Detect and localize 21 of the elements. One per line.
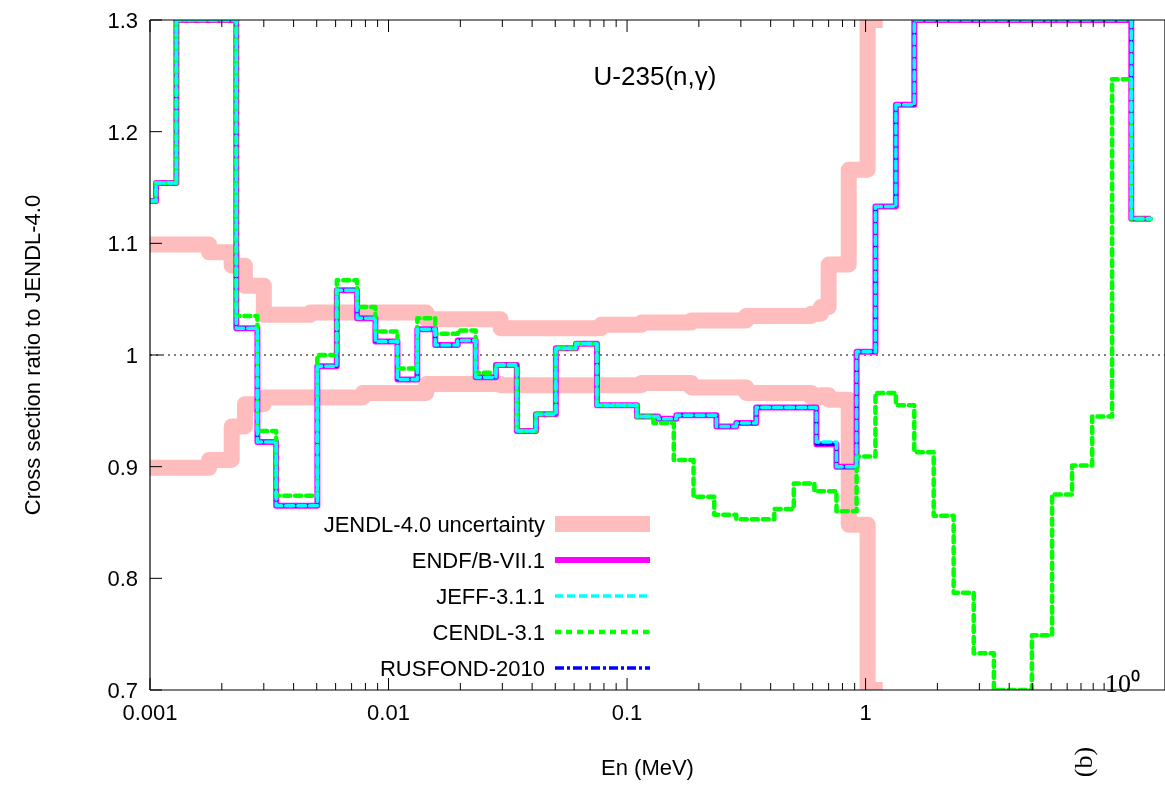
y-tick-label: 1: [125, 343, 138, 368]
legend-label: JENDL-4.0 uncertainty: [323, 512, 545, 537]
x-tick-label: 0.01: [367, 700, 410, 725]
y-tick-label: 1.1: [107, 231, 138, 257]
legend-label: JEFF-3.1.1: [436, 584, 545, 609]
annotation: 10⁰: [1105, 669, 1140, 698]
legend-label: ENDF/B-VII.1: [411, 548, 545, 573]
y-tick-label: 0.7: [107, 678, 138, 703]
y-tick-label: 1.3: [107, 8, 138, 33]
x-axis-title: En (MeV): [601, 755, 694, 780]
y-tick-label: 1.2: [107, 119, 138, 145]
y-tick-label: 0.9: [107, 454, 138, 480]
text: U-235(n,γ): [593, 61, 717, 91]
y-axis-title: Cross section ratio to JENDL-4.0: [20, 194, 45, 516]
legend-label: RUSFOND-2010: [379, 656, 545, 681]
legend-label: CENDL-3.1: [432, 620, 545, 645]
y-tick-label: 0.8: [107, 566, 138, 592]
x-tick-label: 0.001: [122, 700, 178, 725]
x-tick-label: 0.1: [611, 700, 643, 725]
text: (b): [1069, 746, 1098, 778]
x-tick-label: 1: [859, 700, 872, 725]
